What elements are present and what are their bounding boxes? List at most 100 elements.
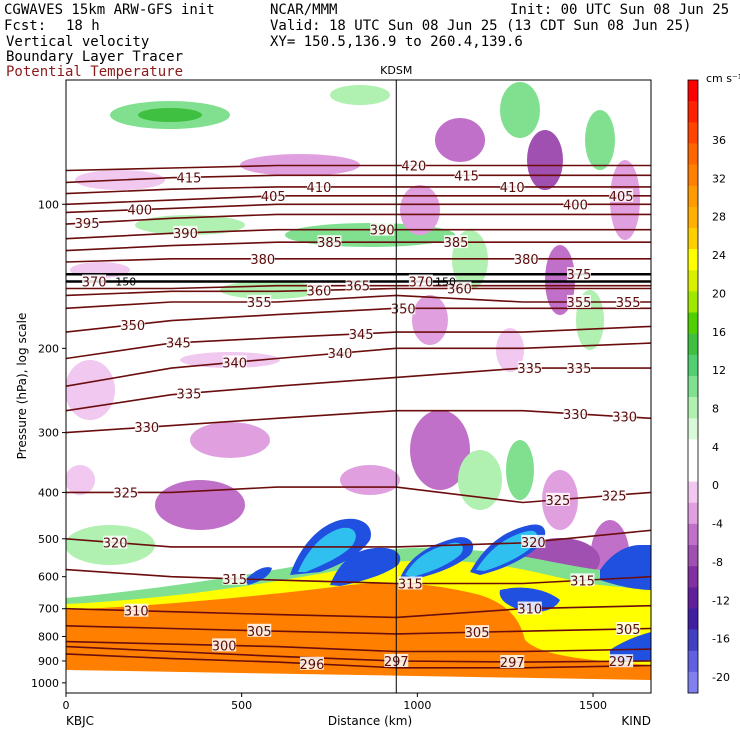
x-axis-label: Distance (km)	[328, 714, 412, 728]
isentrope-label-bg	[500, 179, 525, 193]
colorbar-unit: cm s⁻¹	[706, 72, 740, 85]
colorbar-label: -8	[712, 556, 723, 569]
isentrope-label-bg	[124, 603, 149, 617]
isentrope-label-bg	[545, 492, 570, 506]
isentrope-label-bg	[173, 225, 198, 239]
isentrope-label-bg	[563, 406, 588, 420]
plume-blue	[245, 567, 272, 585]
colorbar-swatch	[688, 270, 698, 292]
isentrope-label-bg	[212, 638, 237, 652]
ascent-region	[458, 450, 502, 510]
colorbar-swatch	[688, 502, 698, 525]
colorbar-swatch	[688, 545, 698, 567]
colorbar-swatch	[688, 397, 698, 419]
plume-blue	[499, 587, 560, 612]
colorbar-label: 0	[712, 479, 719, 492]
ascent-region	[135, 215, 245, 235]
isentrope-label-bg	[500, 655, 525, 669]
descent-region	[340, 465, 400, 495]
x-end-station: KIND	[621, 714, 651, 728]
isentrope-label: 305	[616, 623, 641, 638]
isentrope-label: 335	[517, 362, 542, 377]
isentrope-label: 320	[103, 537, 128, 552]
isentrope-label-bg	[166, 335, 191, 349]
isentrope-label: 350	[391, 302, 416, 317]
isentrope-label: 340	[222, 356, 247, 371]
isentrope-label: 420	[401, 160, 426, 175]
isentrope-label-bg	[306, 179, 331, 193]
colorbar-swatch	[688, 354, 698, 377]
y-tick-label: 700	[38, 603, 59, 616]
forecast-hour: 18 h	[66, 18, 100, 34]
isentrope-label-bg	[317, 235, 342, 249]
plume-blue	[330, 547, 401, 586]
isentrope-label-bg	[570, 573, 595, 587]
isentrope-label: 355	[567, 296, 592, 311]
isentrope-label: 410	[500, 181, 525, 196]
isentrope-label: 350	[120, 319, 145, 334]
isentrope-label-bg	[247, 294, 272, 308]
isentrope-label: 390	[370, 224, 395, 239]
isentrope-400	[66, 203, 651, 214]
isentrope-300	[66, 640, 651, 653]
descent-region	[66, 360, 115, 420]
isentrope-label-bg	[120, 317, 145, 331]
isentrope-label-bg	[609, 654, 634, 668]
xy-coordinates: XY= 150.5,136.9 to 260.4,139.6	[270, 34, 523, 50]
ascent-region	[330, 85, 390, 105]
isentrope-label-bg	[398, 576, 423, 590]
isentrope-296	[66, 653, 651, 669]
isentrope-label-bg	[616, 622, 641, 636]
isentrope-label: 330	[134, 421, 159, 436]
descent-region	[190, 422, 270, 458]
colorbar-swatch	[688, 566, 698, 588]
potential-temperature-contours	[66, 164, 651, 669]
y-tick-label: 1000	[31, 677, 59, 690]
descent-region	[412, 295, 448, 345]
colorbar-swatch	[688, 418, 698, 440]
isentrope-label-bg	[370, 222, 395, 236]
isentrope-label: 355	[616, 296, 641, 311]
isentrope-label: 305	[247, 625, 272, 640]
isentrope-label-bg	[247, 623, 272, 637]
isentrope-380	[66, 258, 651, 263]
isentrope-label: 355	[247, 296, 272, 311]
descent-region	[155, 480, 245, 530]
isentrope-label-bg	[465, 625, 490, 639]
colorbar-frame	[687, 79, 699, 694]
isentrope-label: 297	[500, 656, 525, 671]
isentrope-315	[66, 568, 651, 585]
isentrope-label-bg	[127, 202, 152, 216]
y-tick-label: 900	[38, 655, 59, 668]
forecast-label: Fcst:	[4, 18, 47, 34]
isentrope-label-bg	[612, 409, 637, 423]
plume-cyan	[405, 542, 463, 577]
y-tick-label: 600	[38, 571, 59, 584]
isentrope-label: 330	[563, 408, 588, 423]
isentrope-label: 360	[307, 284, 332, 299]
init-time: Init: 00 UTC Sun 08 Jun 25	[510, 2, 730, 18]
colorbar-swatch	[688, 101, 698, 123]
isentrope-label-bg	[176, 170, 201, 184]
isentrope-label: 405	[261, 190, 286, 205]
x-tick-label: 1500	[579, 699, 607, 712]
tropopause-label: 150	[435, 275, 456, 288]
isentrope-395	[66, 213, 651, 225]
isentrope-410	[66, 186, 651, 195]
colorbar-swatch	[688, 587, 698, 609]
colorbar-swatch	[688, 333, 698, 356]
isentrope-345	[66, 325, 651, 360]
isentrope-label-bg	[401, 158, 426, 172]
colorbar-label: 4	[712, 441, 719, 454]
isentrope-310	[66, 604, 651, 619]
colorbar-label: -20	[712, 671, 730, 684]
colorbar-label: 8	[712, 403, 719, 416]
isentrope-label: 305	[465, 626, 490, 641]
plume-blue	[610, 632, 651, 662]
isentrope-label-bg	[250, 251, 275, 265]
isentrope-label: 310	[124, 605, 149, 620]
descent-region	[435, 118, 485, 162]
colorbar-swatch	[688, 227, 698, 250]
colorbar-label: 12	[712, 364, 726, 377]
